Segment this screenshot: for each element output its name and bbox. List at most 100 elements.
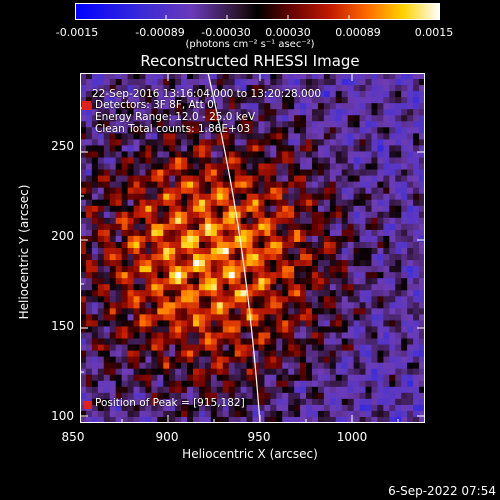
image-pixel xyxy=(359,193,366,201)
image-pixel xyxy=(234,404,242,412)
image-pixel xyxy=(222,205,230,213)
image-pixel xyxy=(419,386,425,394)
image-pixel xyxy=(145,296,152,303)
image-pixel xyxy=(341,296,349,303)
image-pixel xyxy=(163,314,170,321)
image-pixel xyxy=(341,193,349,201)
image-pixel xyxy=(181,404,188,412)
image-pixel xyxy=(151,211,158,219)
image-pixel xyxy=(294,211,301,219)
image-pixel xyxy=(288,163,295,170)
image-pixel xyxy=(329,181,337,189)
image-pixel xyxy=(121,175,128,183)
image-pixel xyxy=(276,79,283,86)
image-pixel xyxy=(407,133,414,140)
image-pixel xyxy=(323,404,331,412)
image-pixel xyxy=(270,386,277,394)
image-pixel xyxy=(204,380,212,388)
image-pixel xyxy=(264,356,271,364)
image-pixel xyxy=(163,121,170,128)
image-pixel xyxy=(240,133,247,140)
image-pixel xyxy=(103,308,111,315)
image-pixel xyxy=(246,368,253,376)
image-pixel xyxy=(323,181,331,189)
image-pixel xyxy=(335,91,343,98)
image-pixel xyxy=(91,404,99,412)
image-pixel xyxy=(270,266,277,273)
image-pixel xyxy=(288,73,295,80)
image-pixel xyxy=(127,398,134,406)
image-pixel xyxy=(371,254,378,261)
image-pixel xyxy=(347,103,355,110)
image-pixel xyxy=(413,151,420,158)
image-pixel xyxy=(347,133,355,140)
image-pixel xyxy=(216,97,224,104)
image-pixel xyxy=(353,302,360,309)
image-pixel xyxy=(276,151,283,158)
image-pixel xyxy=(258,103,265,110)
image-pixel xyxy=(377,79,384,86)
image-pixel xyxy=(228,314,236,321)
image-pixel xyxy=(288,133,295,140)
image-pixel xyxy=(270,338,277,345)
image-pixel xyxy=(85,91,93,98)
image-pixel xyxy=(216,103,224,110)
image-pixel xyxy=(329,145,337,152)
image-pixel xyxy=(323,374,331,382)
image-pixel xyxy=(139,404,146,412)
image-pixel xyxy=(264,187,271,195)
image-pixel xyxy=(246,169,253,176)
image-pixel xyxy=(121,91,128,98)
image-pixel xyxy=(91,217,99,225)
image-pixel xyxy=(317,260,325,267)
image-pixel xyxy=(145,248,152,255)
image-pixel xyxy=(294,260,301,267)
image-pixel xyxy=(169,139,176,146)
image-pixel xyxy=(145,398,152,406)
image-pixel xyxy=(341,175,349,183)
image-pixel xyxy=(335,368,343,376)
image-pixel xyxy=(311,356,319,364)
image-pixel xyxy=(240,290,247,297)
image-pixel xyxy=(97,235,105,243)
image-pixel xyxy=(228,139,236,146)
image-pixel xyxy=(413,350,420,358)
image-pixel xyxy=(365,410,372,418)
image-pixel xyxy=(264,91,271,98)
image-pixel xyxy=(270,91,277,98)
image-pixel xyxy=(133,229,140,237)
image-pixel xyxy=(222,91,230,98)
image-pixel xyxy=(365,199,372,207)
image-pixel xyxy=(193,181,200,189)
image-pixel xyxy=(365,284,372,291)
image-pixel xyxy=(419,254,425,261)
image-pixel xyxy=(341,169,349,176)
image-pixel xyxy=(133,356,140,364)
image-pixel xyxy=(306,229,313,237)
image-pixel xyxy=(353,241,360,249)
image-pixel xyxy=(127,350,134,358)
image-pixel xyxy=(264,163,271,170)
image-pixel xyxy=(193,97,200,104)
image-pixel xyxy=(288,115,295,122)
image-pixel xyxy=(109,79,117,86)
image-pixel xyxy=(109,175,117,183)
image-pixel xyxy=(288,266,295,273)
image-pixel xyxy=(169,248,176,255)
image-pixel xyxy=(204,181,212,189)
image-pixel xyxy=(413,85,420,92)
image-pixel xyxy=(133,73,140,80)
image-pixel xyxy=(198,326,206,333)
image-pixel xyxy=(234,380,242,388)
image-pixel xyxy=(175,73,182,80)
image-pixel xyxy=(365,121,372,128)
image-pixel xyxy=(282,284,289,291)
image-pixel xyxy=(306,248,313,255)
image-pixel xyxy=(103,272,111,279)
image-pixel xyxy=(198,290,206,297)
image-pixel xyxy=(270,235,277,243)
image-pixel xyxy=(270,151,277,158)
image-pixel xyxy=(210,386,218,394)
image-pixel xyxy=(175,211,182,219)
image-pixel xyxy=(294,290,301,297)
